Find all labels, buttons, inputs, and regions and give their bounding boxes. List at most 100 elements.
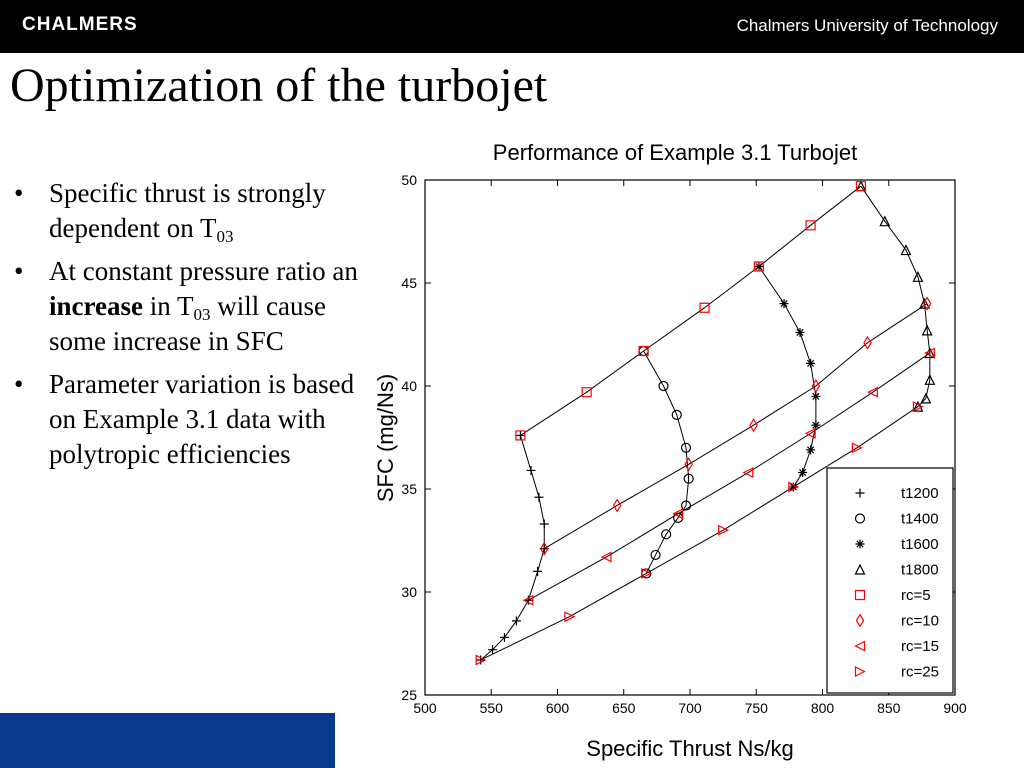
- data-point-rc-25: [641, 567, 653, 579]
- x-tick-label: 550: [480, 700, 504, 716]
- y-tick-label: 35: [401, 481, 417, 497]
- header-bar: CHALMERS Chalmers University of Technolo…: [0, 0, 1024, 53]
- data-point-rc-5: [699, 302, 710, 313]
- data-point-t1200: [488, 645, 498, 655]
- data-point-rc-15: [923, 347, 935, 359]
- slide-title: Optimization of the turbojet: [10, 59, 548, 112]
- data-point-rc-15: [804, 427, 816, 439]
- data-point-rc-15: [600, 551, 612, 563]
- bullet-bold-text: increase: [49, 291, 143, 321]
- data-point-t1800: [879, 215, 891, 227]
- x-tick-label: 750: [745, 700, 769, 716]
- subscript: 03: [193, 305, 211, 324]
- x-tick-label: 850: [877, 700, 901, 716]
- series-line-t1800: [860, 185, 931, 407]
- data-point-t1600: [811, 391, 821, 401]
- data-point-t1400: [683, 473, 694, 484]
- legend-marker: [854, 666, 866, 677]
- legend-label: t1600: [901, 536, 939, 553]
- y-tick-label: 45: [401, 275, 417, 291]
- data-point-t1800: [900, 244, 912, 256]
- data-point-t1600: [806, 358, 816, 368]
- legend-label: t1800: [901, 562, 939, 579]
- data-point-t1200: [523, 595, 533, 605]
- data-point-t1400: [658, 380, 669, 392]
- bullet-dot-icon: •: [14, 369, 24, 399]
- bullet-item: • Specific thrust is strongly dependent …: [14, 176, 364, 246]
- data-point-t1200: [539, 519, 549, 529]
- legend-label: rc=10: [901, 613, 939, 630]
- data-point-t1800: [919, 297, 930, 309]
- legend-label: rc=15: [901, 638, 939, 655]
- data-point-t1200: [534, 492, 544, 502]
- data-point-t1400: [680, 500, 692, 511]
- data-point-t1200: [500, 632, 509, 642]
- data-point-rc-5: [638, 345, 649, 357]
- bullet-dot-icon: •: [14, 256, 24, 286]
- series-line-rc-10: [543, 303, 928, 550]
- data-point-rc-10: [684, 457, 693, 472]
- data-point-rc-25: [475, 654, 487, 666]
- series-line-rc-15: [528, 352, 931, 601]
- series-line-t1400: [643, 350, 690, 574]
- data-point-rc-15: [742, 467, 754, 478]
- data-point-rc-5: [515, 430, 526, 441]
- x-tick-label: 600: [546, 700, 570, 716]
- y-tick-label: 50: [401, 172, 417, 188]
- x-axis-label: Specific Thrust Ns/kg: [586, 736, 793, 761]
- legend-label: rc=25: [901, 664, 939, 681]
- data-point-t1800: [921, 324, 933, 336]
- data-point-rc-15: [522, 594, 534, 606]
- chart-legend: t1200 t1400 t1600 t1800 rc=5 rc=10 rc=15 rc=25: [826, 467, 954, 694]
- bullet-item: • Parameter variation is based on Exampl…: [14, 367, 364, 472]
- legend-marker: [854, 563, 866, 575]
- data-point-t1600: [795, 327, 805, 337]
- data-point-t1800: [920, 392, 932, 404]
- legend-box: [826, 467, 954, 694]
- data-point-t1600: [754, 262, 764, 272]
- legend-label: rc=5: [901, 587, 931, 604]
- subscript: 03: [216, 227, 234, 246]
- bullet-text: will cause some increase in SFC: [49, 291, 326, 356]
- data-point-rc-5: [855, 181, 867, 192]
- data-point-t1400: [680, 442, 692, 453]
- series-line-rc-5: [520, 185, 862, 436]
- y-tick-label: 30: [401, 584, 417, 600]
- x-tick-label: 800: [811, 700, 835, 716]
- axis-ticks: 500 550 600 650 700 750 800 850 900 25 30 35 40 45 50: [401, 172, 966, 716]
- data-point-rc-10: [612, 498, 622, 513]
- data-point-rc-5: [581, 387, 592, 398]
- data-point-t1800: [912, 400, 924, 412]
- bullet-item: • At constant pressure ratio an increase…: [14, 254, 364, 359]
- data-point-t1200: [511, 616, 521, 626]
- accent-bar: [0, 713, 335, 768]
- data-point-t1800: [912, 270, 924, 282]
- data-point-rc-25: [564, 611, 576, 623]
- data-point-t1800: [924, 373, 936, 385]
- data-point-rc-5: [805, 220, 816, 231]
- bullet-text: Specific thrust is strongly dependent on…: [49, 178, 326, 243]
- legend-label: t1400: [901, 511, 939, 528]
- x-tick-label: 700: [678, 700, 702, 716]
- data-point-rc-25: [788, 481, 800, 493]
- data-point-t1600: [806, 445, 816, 455]
- bullet-dot-icon: •: [14, 178, 24, 208]
- data-point-t1400: [650, 549, 661, 561]
- legend-marker: [854, 589, 866, 601]
- y-axis-label: SFC (mg/Ns): [373, 374, 398, 502]
- bullet-list: • Specific thrust is strongly dependent …: [14, 176, 364, 480]
- x-tick-label: 500: [413, 700, 437, 716]
- university-name: Chalmers University of Technology: [736, 16, 998, 35]
- legend-marker: [855, 613, 865, 628]
- data-point-rc-10: [539, 541, 549, 556]
- data-point-t1600: [811, 420, 821, 430]
- data-point-t1600: [779, 299, 789, 309]
- bullet-text: At constant pressure ratio an: [49, 256, 358, 286]
- data-point-t1200: [533, 566, 543, 576]
- data-point-rc-15: [867, 386, 878, 398]
- data-point-rc-10: [922, 296, 932, 311]
- data-point-t1600: [798, 468, 808, 478]
- bullet-text: in T: [142, 291, 194, 321]
- data-point-t1400: [661, 529, 672, 540]
- data-point-rc-5: [753, 261, 764, 272]
